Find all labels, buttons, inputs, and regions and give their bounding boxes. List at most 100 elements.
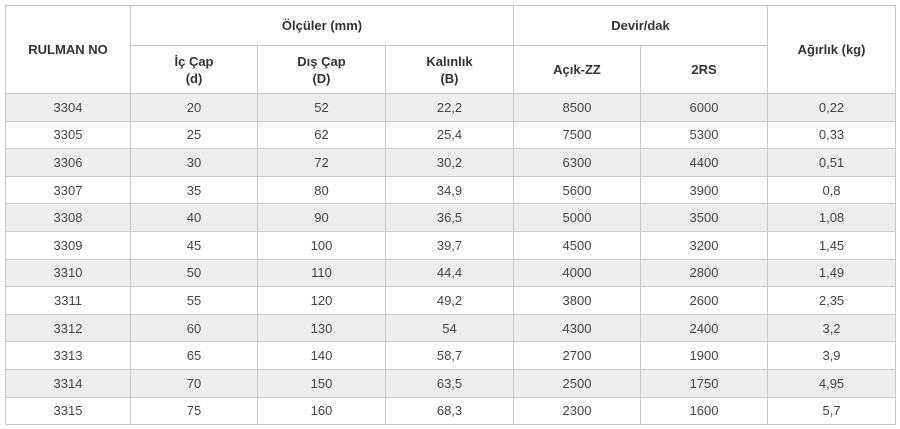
table-cell: 5000 <box>513 203 641 232</box>
table-cell: 4000 <box>513 258 641 288</box>
table-cell: 2300 <box>513 396 641 426</box>
header-cell: Kalınlık (B) <box>385 45 514 94</box>
table-cell: 75 <box>130 396 258 426</box>
bearing-table: RULMAN NO Ölçüler (mm) Devir/dak Ağırlık… <box>5 5 897 426</box>
table-row: 3304 20 52 22,2 8500 6000 0,22 <box>5 93 897 122</box>
table-cell: 45 <box>130 230 258 260</box>
table-cell: 3312 <box>5 313 131 343</box>
table-cell: 36,5 <box>385 203 514 232</box>
table-cell: 0,22 <box>767 93 897 122</box>
table-cell: 5,7 <box>767 396 897 426</box>
table-cell: 25,4 <box>385 120 514 150</box>
table-cell: 3313 <box>5 341 131 370</box>
table-cell: 1900 <box>639 341 769 370</box>
table-cell: 3315 <box>5 396 131 426</box>
table-cell: 3306 <box>5 148 131 177</box>
table-cell: 140 <box>257 341 386 370</box>
table-cell: 3,9 <box>767 341 897 370</box>
table-cell: 100 <box>257 230 386 260</box>
table-cell: 8500 <box>513 93 641 122</box>
table-cell: 1,08 <box>767 203 897 232</box>
table-row: 3314 70 150 63,5 2500 1750 4,95 <box>5 368 897 398</box>
table-cell: 58,7 <box>385 341 514 370</box>
table-row: 3305 25 62 25,4 7500 5300 0,33 <box>5 120 897 150</box>
table-row: 3313 65 140 58,7 2700 1900 3,9 <box>5 341 897 370</box>
table-cell: 3900 <box>639 175 769 205</box>
header-cell: Açık-ZZ <box>513 45 641 94</box>
table-cell: 3307 <box>5 175 131 205</box>
table-cell: 160 <box>257 396 386 426</box>
table-cell: 2500 <box>513 368 641 398</box>
table-cell: 0,33 <box>767 120 897 150</box>
table-cell: 2,35 <box>767 286 897 315</box>
table-cell: 1,45 <box>767 230 897 260</box>
table-cell: 120 <box>257 286 386 315</box>
table-row: 3309 45 100 39,7 4500 3200 1,45 <box>5 230 897 260</box>
header-cell: RULMAN NO <box>5 5 131 94</box>
table-row: 3306 30 72 30,2 6300 4400 0,51 <box>5 148 897 177</box>
table-row: 3312 60 130 54 4300 2400 3,2 <box>5 313 897 343</box>
table-cell: 1,49 <box>767 258 897 288</box>
header-cell: Dış Çap (D) <box>257 45 386 94</box>
table-cell: 30,2 <box>385 148 514 177</box>
table-cell: 30 <box>130 148 258 177</box>
header-cell: Ölçüler (mm) <box>130 5 514 46</box>
header-line: (d) <box>185 70 203 86</box>
table-row: 3308 40 90 36,5 5000 3500 1,08 <box>5 203 897 232</box>
table-cell: 68,3 <box>385 396 514 426</box>
table-cell: 50 <box>130 258 258 288</box>
table-cell: 0,51 <box>767 148 897 177</box>
table-cell: 54 <box>385 313 514 343</box>
table-cell: 1600 <box>639 396 769 426</box>
table-cell: 110 <box>257 258 386 288</box>
header-cell: İç Çap (d) <box>130 45 258 94</box>
table-cell: 63,5 <box>385 368 514 398</box>
table-cell: 34,9 <box>385 175 514 205</box>
table-row: 3310 50 110 44,4 4000 2800 1,49 <box>5 258 897 288</box>
table-cell: 3500 <box>639 203 769 232</box>
table-cell: 35 <box>130 175 258 205</box>
table-cell: 49,2 <box>385 286 514 315</box>
table-cell: 3200 <box>639 230 769 260</box>
table-cell: 7500 <box>513 120 641 150</box>
table-cell: 3304 <box>5 93 131 122</box>
table-cell: 1750 <box>639 368 769 398</box>
table-cell: 4300 <box>513 313 641 343</box>
table-cell: 6000 <box>639 93 769 122</box>
header-line: Kalınlık <box>426 53 473 69</box>
table-cell: 70 <box>130 368 258 398</box>
table-cell: 90 <box>257 203 386 232</box>
table-cell: 25 <box>130 120 258 150</box>
table-cell: 3314 <box>5 368 131 398</box>
table-cell: 3308 <box>5 203 131 232</box>
table-cell: 6300 <box>513 148 641 177</box>
header-line: Dış Çap <box>297 53 346 69</box>
header-line: İç Çap <box>174 53 214 69</box>
table-cell: 52 <box>257 93 386 122</box>
table-cell: 2700 <box>513 341 641 370</box>
table-cell: 150 <box>257 368 386 398</box>
table-cell: 3311 <box>5 286 131 315</box>
header-line: (D) <box>312 70 331 86</box>
table-cell: 55 <box>130 286 258 315</box>
table-cell: 3310 <box>5 258 131 288</box>
table-cell: 65 <box>130 341 258 370</box>
table-cell: 62 <box>257 120 386 150</box>
table-cell: 3305 <box>5 120 131 150</box>
table-cell: 20 <box>130 93 258 122</box>
table-cell: 2800 <box>639 258 769 288</box>
table-cell: 4500 <box>513 230 641 260</box>
table-cell: 40 <box>130 203 258 232</box>
table-cell: 72 <box>257 148 386 177</box>
table-body: 3304 20 52 22,2 8500 6000 0,22 3305 25 62 25,4 7500… <box>5 93 897 426</box>
header-line: (B) <box>440 70 459 86</box>
table-cell: 3309 <box>5 230 131 260</box>
table-cell: 4400 <box>639 148 769 177</box>
table-cell: 2400 <box>639 313 769 343</box>
table-row: 3307 35 80 34,9 5600 3900 0,8 <box>5 175 897 205</box>
table-cell: 5600 <box>513 175 641 205</box>
table-cell: 5300 <box>639 120 769 150</box>
table-cell: 39,7 <box>385 230 514 260</box>
table-cell: 44,4 <box>385 258 514 288</box>
